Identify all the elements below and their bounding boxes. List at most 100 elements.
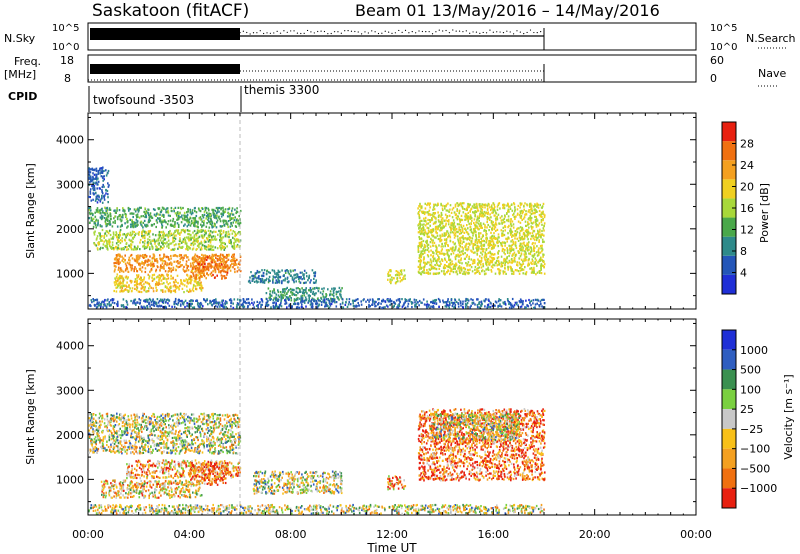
data-cell — [153, 277, 156, 280]
data-cell — [487, 298, 490, 301]
data-cell — [418, 230, 421, 234]
data-cell — [450, 229, 452, 232]
data-cell — [231, 262, 233, 265]
data-cell — [509, 207, 512, 210]
data-cell — [423, 251, 426, 254]
data-cell — [447, 234, 450, 238]
data-cell — [479, 210, 482, 213]
data-cell — [187, 256, 189, 259]
data-cell — [270, 298, 272, 301]
data-cell — [491, 240, 494, 243]
data-cell — [167, 298, 169, 301]
data-cell — [212, 273, 214, 277]
data-cell — [476, 244, 478, 248]
data-cell — [95, 173, 98, 176]
data-cell — [258, 275, 260, 278]
data-cell — [194, 223, 196, 226]
data-cell — [160, 248, 162, 251]
data-cell — [453, 306, 455, 309]
data-cell — [296, 273, 298, 276]
data-cell — [195, 258, 198, 261]
data-cell — [445, 303, 448, 306]
data-cell — [256, 300, 259, 303]
data-cell — [198, 217, 201, 220]
data-cell — [161, 262, 164, 265]
data-cell — [282, 288, 284, 291]
data-cell — [194, 242, 196, 245]
data-cell — [533, 262, 535, 265]
data-cell — [100, 239, 103, 242]
data-cell — [159, 277, 161, 280]
data-cell — [435, 231, 437, 234]
data-cell — [479, 206, 481, 209]
data-cell — [537, 231, 540, 234]
data-cell — [444, 257, 446, 260]
data-cell — [476, 242, 478, 245]
data-cell — [497, 213, 500, 216]
data-cell — [345, 298, 348, 301]
data-cell — [411, 305, 413, 309]
data-cell — [137, 245, 139, 248]
data-cell — [112, 237, 114, 240]
data-cell — [229, 264, 232, 267]
data-cell — [433, 208, 436, 211]
data-cell — [136, 279, 138, 282]
data-cell — [108, 184, 110, 187]
data-cell — [508, 301, 511, 304]
data-cell — [468, 204, 471, 207]
nsky-dot — [330, 32, 332, 35]
data-cell — [113, 262, 115, 265]
data-cell — [222, 260, 224, 263]
data-cell — [459, 261, 461, 264]
data-cell — [91, 212, 93, 215]
data-cell — [302, 292, 305, 295]
data-cell — [525, 234, 528, 237]
data-cell — [483, 248, 485, 251]
data-cell — [99, 169, 101, 172]
data-cell — [186, 267, 188, 270]
data-cell — [461, 236, 464, 239]
data-cell — [198, 302, 201, 305]
data-cell — [227, 208, 229, 211]
data-cell — [507, 266, 509, 269]
data-cell — [443, 270, 445, 273]
nsky-dot — [462, 31, 464, 33]
data-cell — [453, 243, 456, 246]
nsky-dot — [479, 32, 481, 34]
data-cell — [135, 223, 137, 226]
data-cell — [146, 233, 149, 236]
data-cell — [503, 264, 506, 267]
data-cell — [199, 218, 202, 221]
data-cell — [436, 272, 438, 275]
data-cell — [226, 253, 228, 257]
data-cell — [235, 221, 237, 224]
data-cell — [232, 256, 234, 260]
data-cell — [267, 281, 270, 284]
data-cell — [486, 204, 488, 207]
data-cell — [283, 291, 286, 294]
data-cell — [458, 269, 461, 272]
data-cell — [148, 283, 151, 286]
data-cell — [300, 295, 303, 298]
data-cell — [510, 261, 513, 264]
data-cell — [174, 290, 177, 294]
freq-label-1: Freq. — [14, 55, 41, 68]
data-cell — [498, 270, 501, 273]
data-cell — [183, 218, 186, 221]
data-cell — [474, 265, 477, 269]
data-cell — [287, 281, 289, 284]
data-cell — [518, 251, 520, 254]
data-cell — [441, 217, 444, 220]
data-cell — [107, 182, 109, 185]
data-cell — [173, 247, 176, 250]
data-cell — [506, 248, 509, 251]
data-cell — [424, 219, 427, 222]
data-cell — [540, 266, 542, 269]
data-cell — [461, 242, 463, 245]
data-cell — [88, 208, 91, 211]
data-cell — [291, 293, 293, 296]
data-cell — [540, 272, 543, 275]
data-cell — [207, 268, 210, 271]
data-cell — [404, 274, 406, 277]
data-cell — [427, 227, 430, 230]
